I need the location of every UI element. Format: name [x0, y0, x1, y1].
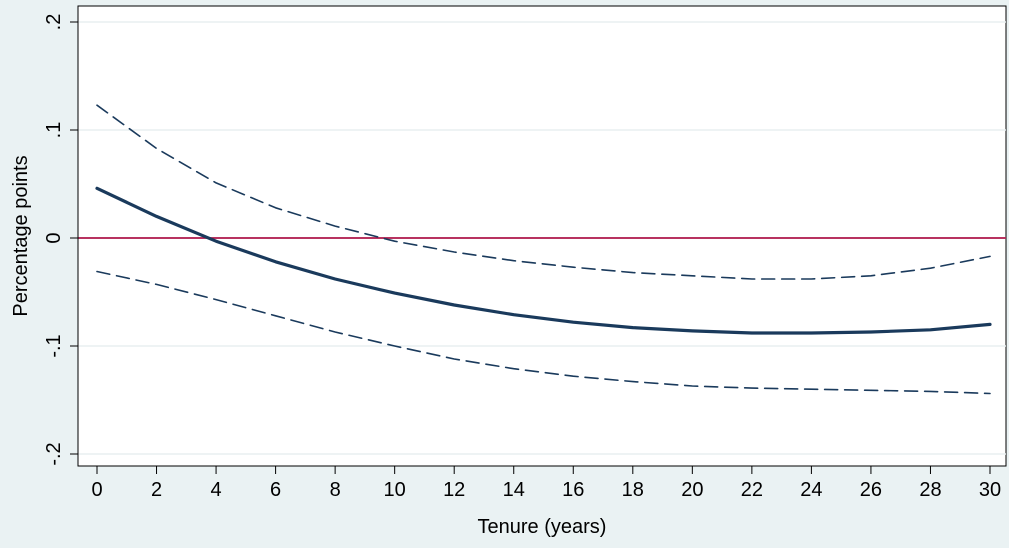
y-tick-label: -.2	[43, 442, 65, 465]
x-tick-label: 2	[151, 479, 162, 501]
y-axis-label: Percentage points	[10, 155, 32, 316]
x-tick-label: 12	[443, 479, 465, 501]
x-tick-label: 24	[800, 479, 822, 501]
x-tick-label: 8	[330, 479, 341, 501]
series-estimate	[95, 186, 992, 335]
x-tick-label: 14	[503, 479, 525, 501]
x-tick-label: 26	[860, 479, 882, 501]
x-axis: 0 2 4 6 8 10 12 14 16 18 20 22 24 26 28 30	[78, 465, 1006, 501]
y-tick-label: .2	[43, 14, 65, 31]
x-tick-label: 10	[384, 479, 406, 501]
plot-area	[77, 5, 1007, 467]
x-tick-label: 30	[979, 479, 1001, 501]
y-tick-label: 0	[43, 232, 65, 243]
y-tick-label: .1	[43, 122, 65, 139]
x-tick-label: 16	[562, 479, 584, 501]
series-group	[95, 104, 992, 395]
y-axis: -.2 -.1 0 .1 .2	[43, 6, 79, 466]
x-axis-label: Tenure (years)	[478, 516, 607, 538]
x-tick-label: 18	[622, 479, 644, 501]
x-tick-label: 6	[270, 479, 281, 501]
series-lower-ci	[96, 270, 991, 395]
y-tick-label: -.1	[43, 334, 65, 357]
series-upper-ci	[96, 104, 991, 280]
x-tick-label: 4	[211, 479, 222, 501]
x-tick-label: 22	[741, 479, 763, 501]
x-tick-label: 28	[919, 479, 941, 501]
x-tick-label: 0	[91, 479, 102, 501]
x-tick-label: 20	[681, 479, 703, 501]
